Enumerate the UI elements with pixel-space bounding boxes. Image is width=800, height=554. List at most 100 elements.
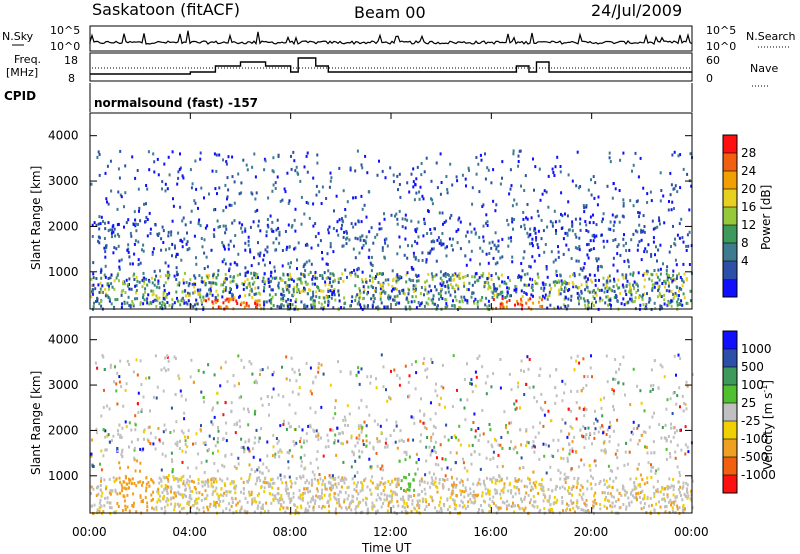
echo-cell bbox=[495, 504, 497, 508]
echo-cell bbox=[270, 288, 273, 292]
echo-cell bbox=[91, 438, 94, 442]
echo-cell bbox=[128, 255, 131, 259]
echo-cell bbox=[404, 476, 407, 480]
echo-cell bbox=[639, 303, 642, 307]
echo-cell bbox=[327, 499, 330, 503]
echo-cell bbox=[631, 488, 634, 492]
echo-cell bbox=[97, 235, 100, 239]
echo-cell bbox=[317, 432, 320, 436]
echo-cell bbox=[581, 268, 584, 272]
echo-cell bbox=[228, 269, 230, 273]
echo-cell bbox=[102, 220, 104, 223]
echo-cell bbox=[417, 279, 420, 283]
echo-cell bbox=[130, 482, 133, 485]
echo-cell bbox=[454, 272, 457, 276]
echo-cell bbox=[467, 493, 470, 497]
echo-cell bbox=[675, 277, 678, 280]
echo-cell bbox=[157, 173, 160, 177]
echo-cell bbox=[104, 264, 107, 268]
echo-cell bbox=[385, 388, 387, 392]
echo-cell bbox=[283, 294, 286, 297]
echo-cell bbox=[350, 271, 353, 274]
echo-cell bbox=[350, 436, 353, 440]
echo-cell bbox=[612, 479, 615, 483]
echo-cell bbox=[100, 449, 103, 453]
echo-cell bbox=[294, 305, 297, 308]
echo-cell bbox=[670, 299, 673, 303]
echo-cell bbox=[213, 415, 216, 419]
echo-cell bbox=[673, 354, 676, 358]
echo-cell bbox=[299, 290, 302, 294]
echo-cell bbox=[110, 189, 113, 193]
echo-cell bbox=[499, 256, 502, 260]
echo-cell bbox=[539, 421, 542, 425]
echo-cell bbox=[174, 357, 177, 360]
echo-cell bbox=[427, 209, 429, 213]
echo-cell bbox=[368, 248, 371, 252]
echo-cell bbox=[541, 488, 544, 492]
echo-cell bbox=[622, 297, 625, 301]
echo-cell bbox=[183, 417, 186, 421]
echo-cell bbox=[185, 301, 188, 305]
echo-cell bbox=[191, 182, 194, 186]
echo-cell bbox=[246, 500, 249, 504]
echo-cell bbox=[674, 243, 677, 247]
echo-cell bbox=[640, 238, 643, 242]
echo-cell bbox=[394, 214, 396, 218]
echo-cell bbox=[671, 153, 674, 157]
echo-cell bbox=[575, 485, 578, 489]
echo-cell bbox=[445, 302, 448, 306]
echo-cell bbox=[594, 482, 597, 486]
echo-cell bbox=[594, 427, 597, 431]
echo-cell bbox=[363, 306, 366, 310]
echo-cell bbox=[606, 499, 609, 502]
echo-cell bbox=[114, 490, 117, 494]
echo-cell bbox=[152, 289, 155, 293]
echo-cell bbox=[371, 475, 374, 479]
echo-cell bbox=[147, 150, 150, 154]
echo-cell bbox=[555, 229, 557, 232]
echo-cell bbox=[131, 300, 134, 303]
echo-cell bbox=[195, 262, 198, 266]
echo-cell bbox=[236, 302, 239, 305]
echo-cell bbox=[549, 303, 552, 307]
echo-cell bbox=[296, 283, 299, 287]
echo-cell bbox=[597, 257, 600, 261]
echo-cell bbox=[375, 510, 378, 514]
echo-cell bbox=[461, 300, 464, 304]
echo-cell bbox=[144, 496, 147, 500]
echo-cell bbox=[274, 452, 277, 456]
echo-cell bbox=[263, 486, 266, 490]
echo-cell bbox=[556, 305, 559, 309]
echo-cell bbox=[122, 494, 125, 498]
echo-cell bbox=[407, 287, 409, 291]
echo-cell bbox=[681, 284, 684, 288]
echo-cell bbox=[212, 437, 215, 441]
echo-cell bbox=[616, 488, 619, 492]
echo-cell bbox=[354, 272, 357, 276]
echo-cell bbox=[362, 439, 365, 443]
echo-cell bbox=[429, 228, 432, 231]
echo-cell bbox=[630, 293, 633, 297]
echo-cell bbox=[159, 306, 162, 309]
echo-cell bbox=[495, 247, 498, 251]
echo-cell bbox=[554, 273, 557, 276]
echo-cell bbox=[300, 281, 303, 285]
echo-cell bbox=[480, 504, 482, 507]
echo-cell bbox=[221, 295, 224, 299]
echo-cell bbox=[461, 501, 464, 505]
echo-cell bbox=[440, 385, 443, 388]
echo-cell bbox=[470, 382, 473, 386]
echo-cell bbox=[173, 505, 176, 509]
echo-cell bbox=[406, 218, 409, 222]
echo-cell bbox=[523, 273, 526, 277]
echo-cell bbox=[650, 253, 653, 256]
echo-cell bbox=[203, 298, 206, 302]
echo-cell bbox=[479, 298, 482, 302]
echo-cell bbox=[183, 411, 186, 415]
echo-cell bbox=[182, 281, 185, 285]
echo-cell bbox=[337, 432, 340, 436]
echo-cell bbox=[585, 433, 588, 436]
echo-cell bbox=[632, 283, 634, 287]
echo-cell bbox=[443, 220, 446, 224]
